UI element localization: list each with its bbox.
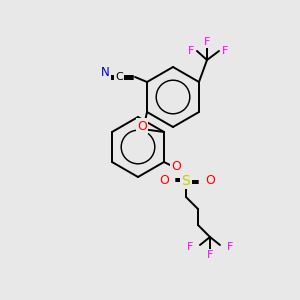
Text: O: O xyxy=(159,175,169,188)
Text: S: S xyxy=(182,174,190,188)
Text: O: O xyxy=(137,119,147,133)
Text: F: F xyxy=(187,242,193,252)
Text: F: F xyxy=(188,46,194,56)
Text: F: F xyxy=(222,46,228,56)
Text: F: F xyxy=(207,250,213,260)
Text: C: C xyxy=(115,72,123,82)
Text: N: N xyxy=(100,67,109,80)
Text: F: F xyxy=(204,37,210,47)
Text: F: F xyxy=(227,242,233,252)
Text: O: O xyxy=(205,175,215,188)
Text: O: O xyxy=(171,160,181,173)
